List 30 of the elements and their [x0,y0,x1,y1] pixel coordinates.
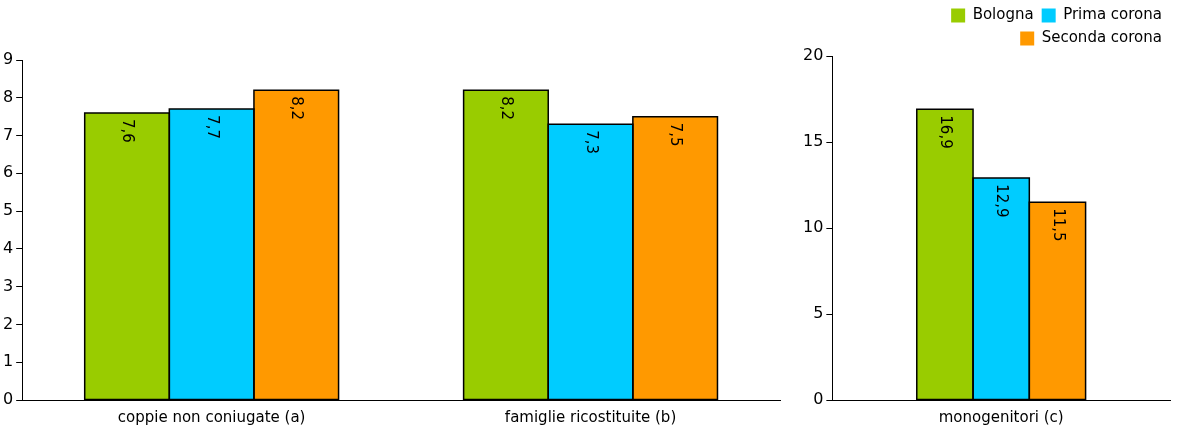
x-tick-label: famiglie ricostituite (b) [504,407,677,426]
y-tick-label: 4 [2,238,14,258]
y-tick-label: 20 [803,45,824,65]
data-label: 8,2 [288,96,307,121]
legend-label: Bologna [972,5,1034,24]
y-tick-label: 3 [2,275,14,295]
y-tick-label: 15 [803,131,824,151]
data-label: 12,9 [993,184,1012,218]
y-tick-label: 1 [2,351,14,371]
y-tick-label: 2 [2,313,14,333]
y-tick-label: 5 [813,303,824,323]
data-label: 11,5 [1049,208,1068,242]
data-label: 7,7 [203,115,222,139]
y-tick-label: 10 [803,217,824,237]
data-label: 7,6 [119,118,138,143]
x-tick-label: coppie non coniugate (a) [117,407,306,426]
y-tick-label: 7 [2,124,14,144]
y-tick-label: 9 [2,49,14,69]
data-label: 16,9 [937,115,956,149]
y-tick-label: 6 [2,162,14,182]
data-label: 8,2 [498,96,517,121]
x-tick-label: monogenitori (c) [938,407,1064,426]
legend-label: Prima corona [1063,5,1162,24]
y-tick-label: 5 [2,200,14,220]
data-label: 7,3 [582,130,601,155]
y-tick-label: 0 [813,389,824,409]
y-tick-label: 0 [2,389,14,409]
y-tick-label: 8 [2,86,14,106]
legend-label: Seconda corona [1041,28,1163,47]
data-label: 7,5 [667,122,686,147]
